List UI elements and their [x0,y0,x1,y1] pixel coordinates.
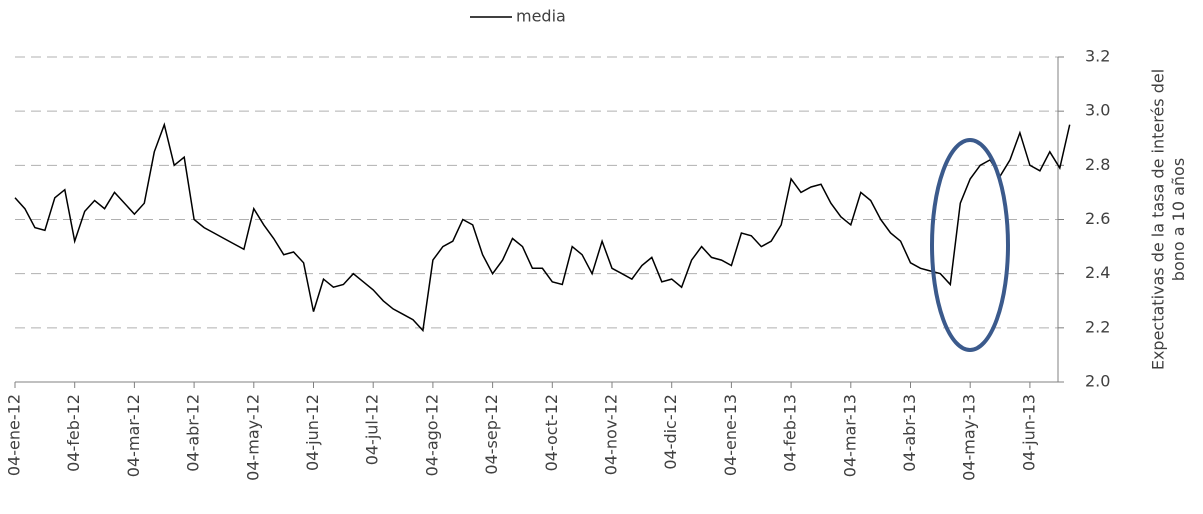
x-tick-label: 04-nov-12 [602,394,621,475]
series-line [14,122,1071,333]
y-tick-label: 2.0 [1085,372,1110,391]
y-tick-label: 2.8 [1085,155,1110,174]
x-tick-label: 04-jun-13 [1019,394,1038,471]
y-axis-title-line: Expectativas de la tasa de interés del [1148,69,1167,370]
x-tick-label: 04-feb-12 [64,394,83,472]
y-axis-title: Expectativas de la tasa de interés del bo… [1148,69,1188,370]
x-tick-label: 04-sep-12 [482,394,501,475]
x-tick-label: 04-may-12 [243,394,262,481]
x-tick-label: 04-ene-12 [5,394,24,476]
y-tick-label: 2.4 [1085,263,1110,282]
x-tick-label: 04-abr-12 [184,394,203,472]
x-tick-label: 04-dic-12 [661,394,680,470]
x-tick-label: 04-oct-12 [542,394,561,471]
x-tick-label: 04-jun-12 [303,394,322,471]
x-tick-label: 04-feb-13 [781,394,800,472]
x-tick-label: 04-may-13 [960,394,979,481]
x-tick-label: 04-jul-12 [363,394,382,465]
y-tick-label: 3.2 [1085,47,1110,66]
x-tick-label: 04-ago-12 [422,394,441,476]
y-axis-title-line: bono a 10 años [1169,158,1188,281]
y-tick-label: 2.6 [1085,209,1110,228]
y-tick-label: 3.0 [1085,101,1110,120]
x-tick-label: 04-abr-13 [900,394,919,472]
x-tick-label: 04-mar-12 [124,394,143,477]
y-tick-label: 2.2 [1085,317,1110,336]
highlight-ellipse [930,138,1010,352]
legend-label: media [516,7,566,26]
x-tick-label: 04-mar-13 [840,394,859,477]
x-tick-label: 04-ene-13 [721,394,740,476]
